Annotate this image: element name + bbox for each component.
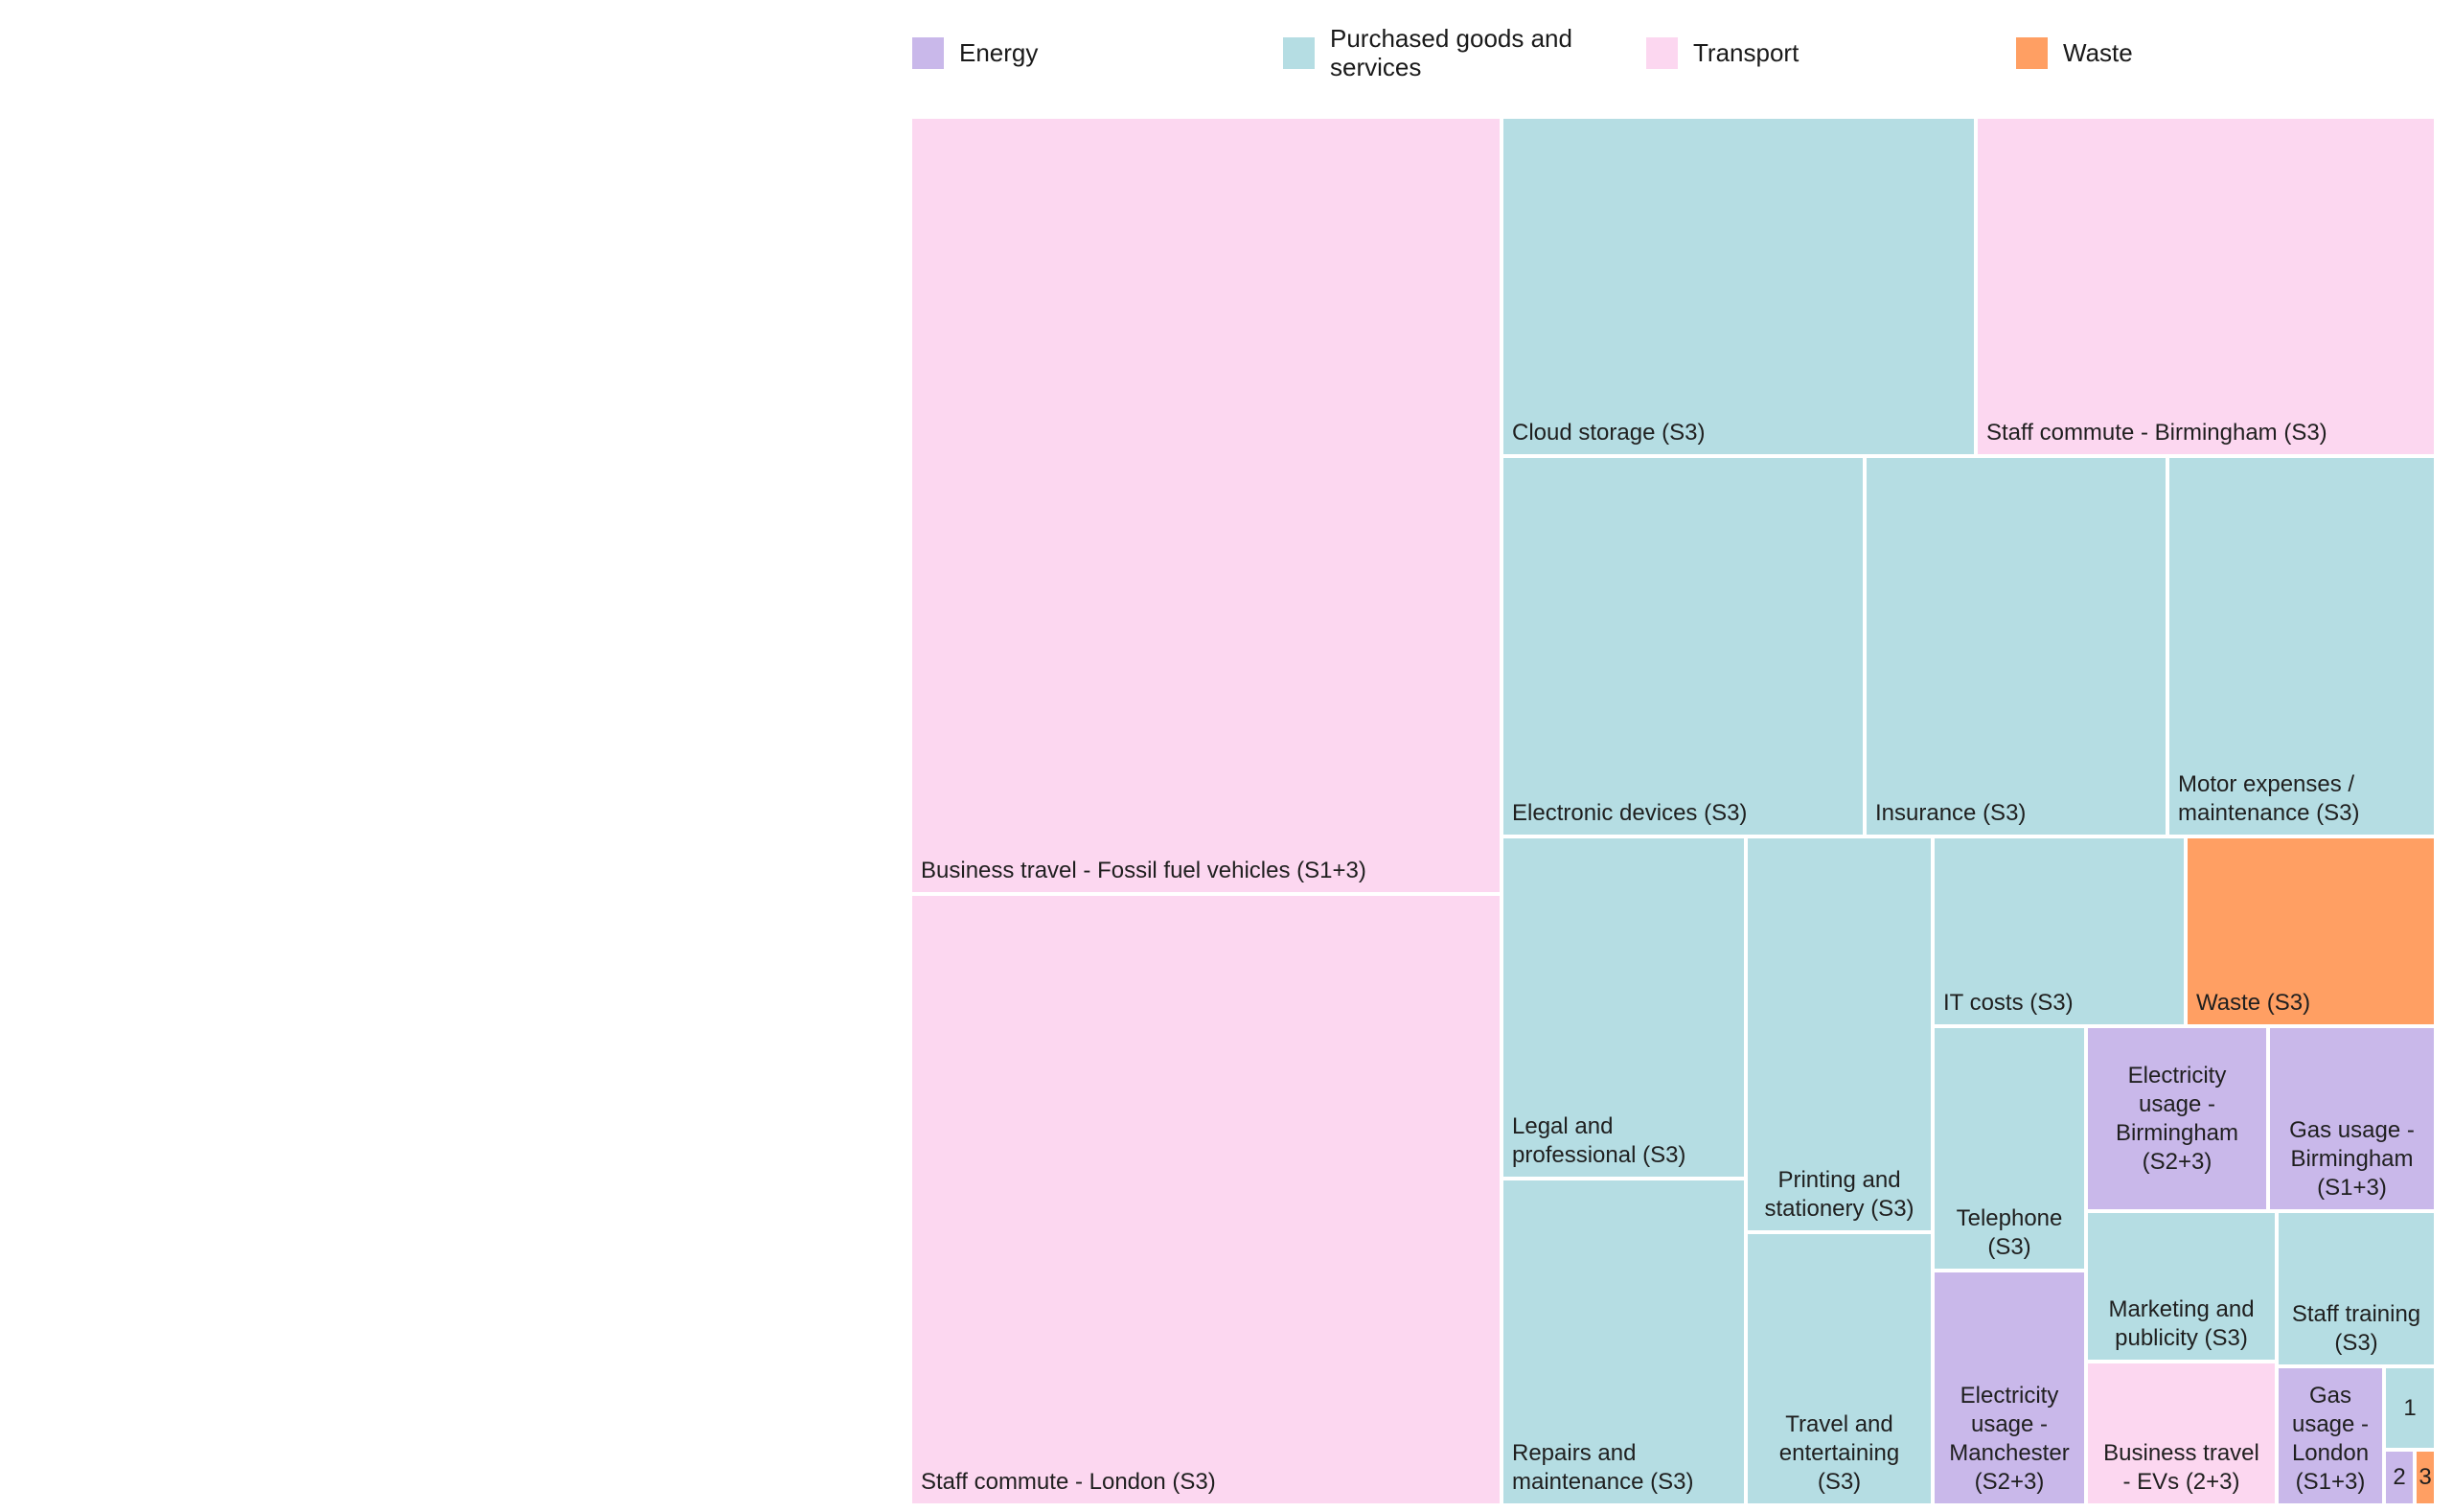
treemap-tile-label: Telephone (S3) [1956, 1205, 2063, 1260]
treemap-tile-5: Electronic devices (S3) [1502, 456, 1865, 836]
treemap-tile-10: Printing and stationery (S3) [1746, 836, 1933, 1232]
treemap-tile-label: Electricity usage - Birmingham (S2+3) [2115, 1062, 2239, 1175]
legend-label: Waste [2063, 38, 2133, 67]
legend-swatch [1283, 36, 1315, 69]
treemap-tile-3: Cloud storage (S3) [1502, 117, 1976, 456]
treemap-tile-label: Printing and stationery (S3) [1764, 1167, 1914, 1222]
chart-legend: Energy Purchased goods and services Transp… [912, 21, 2445, 84]
treemap-tile-18: Marketing and publicity (S3) [2086, 1211, 2277, 1362]
treemap-tile-label: Legal and professional (S3) [1512, 1113, 1686, 1168]
treemap-tile-7: Motor expenses / maintenance (S3) [2167, 456, 2436, 836]
legend-label: Purchased goods and services [1330, 24, 1572, 81]
treemap-tile-19: Business travel - EVs (2+3) [2086, 1362, 2277, 1505]
legend-swatch [1646, 36, 1678, 69]
treemap-tile-9: Repairs and maintenance (S3) [1502, 1179, 1746, 1505]
legend-item-purchased-goods-and-services: Purchased goods and services [1283, 21, 1617, 84]
treemap-tile-21: Gas usage - London (S1+3) [2277, 1366, 2384, 1505]
legend-item-transport: Transport [1646, 21, 1981, 84]
treemap-tile-label: Gas usage - Birmingham (S1+3) [2289, 1117, 2415, 1201]
treemap-tile-2: Staff commute - London (S3) [910, 894, 1502, 1505]
treemap-tile-8: Legal and professional (S3) [1502, 836, 1746, 1179]
treemap-tile-label: Business travel - Fossil fuel vehicles (… [921, 858, 1366, 883]
treemap-tile-13: Waste (S3) [2186, 836, 2436, 1026]
treemap-tile-12: IT costs (S3) [1933, 836, 2186, 1026]
treemap-tile-label: Electronic devices (S3) [1512, 800, 1748, 826]
treemap-tile-16: Electricity usage - Birmingham (S2+3) [2086, 1026, 2268, 1211]
treemap-tile-22: 1 [2384, 1366, 2436, 1450]
treemap-tile-label: 3 [2419, 1464, 2432, 1490]
treemap-tile-label: Waste (S3) [2196, 990, 2311, 1016]
treemap-tile-label: Repairs and maintenance (S3) [1512, 1440, 1694, 1495]
treemap-tile-label: Motor expenses / maintenance (S3) [2178, 771, 2360, 826]
treemap-tile-11: Travel and entertaining (S3) [1746, 1232, 1933, 1505]
treemap-tile-label: Business travel - EVs (2+3) [2103, 1440, 2259, 1495]
legend-item-waste: Waste [2016, 21, 2350, 84]
treemap-tile-23: 2 [2384, 1450, 2415, 1505]
treemap-tile-label: Cloud storage (S3) [1512, 420, 1706, 446]
treemap-tile-label: Electricity usage - Manchester (S2+3) [1949, 1383, 2070, 1495]
treemap-tile-label: Travel and entertaining (S3) [1778, 1411, 1900, 1495]
treemap-tile-label: Marketing and publicity (S3) [2108, 1296, 2255, 1351]
treemap-tile-label: 1 [2403, 1394, 2417, 1421]
treemap-tile-4: Staff commute - Birmingham (S3) [1976, 117, 2436, 456]
legend-label: Transport [1693, 38, 1800, 67]
treemap-tile-label: Insurance (S3) [1875, 800, 2027, 826]
legend-label: Energy [959, 38, 1039, 67]
treemap-tile-6: Insurance (S3) [1865, 456, 2167, 836]
treemap-tile-label: IT costs (S3) [1943, 990, 2074, 1016]
treemap-tile-15: Electricity usage - Manchester (S2+3) [1933, 1271, 2086, 1505]
treemap-tile-label: Staff training (S3) [2291, 1301, 2421, 1356]
treemap-tile-17: Gas usage - Birmingham (S1+3) [2268, 1026, 2436, 1211]
treemap-tile-label: Staff commute - Birmingham (S3) [1986, 420, 2327, 446]
treemap-tile-24: 3 [2415, 1450, 2436, 1505]
legend-item-energy: Energy [912, 21, 1247, 84]
treemap-chart: Business travel - Fossil fuel vehicles (… [910, 117, 2436, 1505]
treemap-tile-label: Gas usage - London (S1+3) [2291, 1383, 2370, 1495]
legend-swatch [912, 36, 944, 69]
treemap-tile-label: 2 [2393, 1464, 2406, 1490]
treemap-tile-14: Telephone (S3) [1933, 1026, 2086, 1271]
treemap-tile-1: Business travel - Fossil fuel vehicles (… [910, 117, 1502, 894]
treemap-tile-label: Staff commute - London (S3) [921, 1469, 1216, 1495]
treemap-tile-20: Staff training (S3) [2277, 1211, 2436, 1366]
legend-swatch [2016, 36, 2048, 69]
